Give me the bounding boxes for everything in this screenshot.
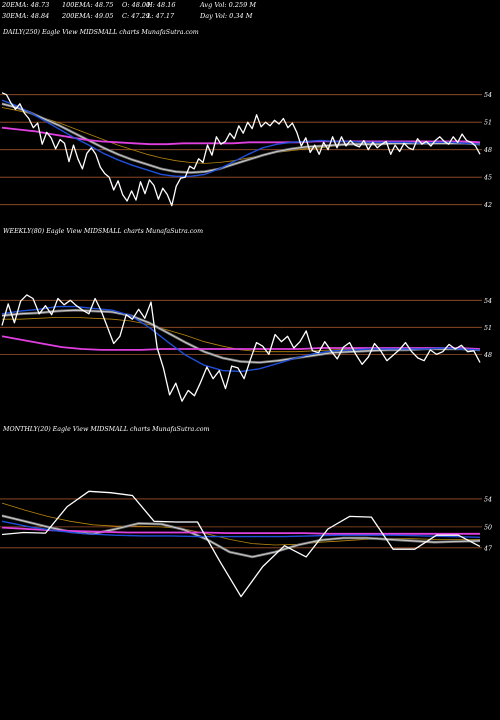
daily-ema_mid-line: [1, 107, 480, 164]
header-low: L: 47.17: [147, 12, 175, 20]
weekly-panel-title: WEEKLY(80) Eagle View MIDSMALL charts Mu…: [3, 228, 203, 235]
weekly-level-label-1: 51: [484, 325, 492, 332]
daily-price-line: [1, 92, 481, 207]
daily-level-label-0: 54: [484, 92, 492, 99]
weekly-level-label-2: 48: [483, 352, 492, 359]
daily-level-label-4: 42: [483, 202, 492, 209]
monthly-ema_mid-line: [1, 502, 480, 546]
daily-ema_long-line: [1, 126, 481, 146]
weekly-ema_light-line: [1, 309, 481, 363]
header-day-vol: Day Vol: 0.34 M: [200, 12, 253, 20]
weekly-price-line: [1, 294, 481, 402]
daily-level-label-2: 48: [483, 147, 492, 154]
monthly-ema_long-line: [1, 526, 480, 535]
daily-ema_light-line: [1, 103, 481, 174]
header-ema20: 20EMA: 48.73: [2, 1, 50, 9]
daily-level-label-1: 51: [484, 120, 492, 127]
header-ema100: 100EMA: 48.75: [62, 1, 114, 9]
header-close: C: 47.29: [122, 12, 150, 20]
daily-level-label-3: 45: [483, 175, 492, 182]
daily-ema_fast-line: [1, 99, 481, 178]
monthly-ema_fast-line: [1, 520, 481, 538]
monthly-price-line: [1, 490, 481, 598]
weekly-level-label-0: 54: [484, 298, 492, 305]
header-open: O: 48.00: [122, 1, 151, 9]
monthly-level-label-2: 47: [483, 545, 492, 552]
header-ema200: 200EMA: 49.05: [62, 12, 114, 20]
monthly-level-label-0: 54: [484, 496, 492, 503]
header-ema30: 30EMA: 48.84: [2, 12, 50, 20]
header-high: H: 48.16: [147, 1, 176, 9]
monthly-panel-title: MONTHLY(20) Eagle View MIDSMALL charts M…: [2, 426, 210, 433]
daily-panel-title: DAILY(250) Eagle View MIDSMALL charts Mu…: [2, 29, 199, 36]
monthly-level-label-1: 50: [484, 524, 492, 531]
header-avg-vol: Avg Vol: 0.259 M: [200, 1, 257, 9]
